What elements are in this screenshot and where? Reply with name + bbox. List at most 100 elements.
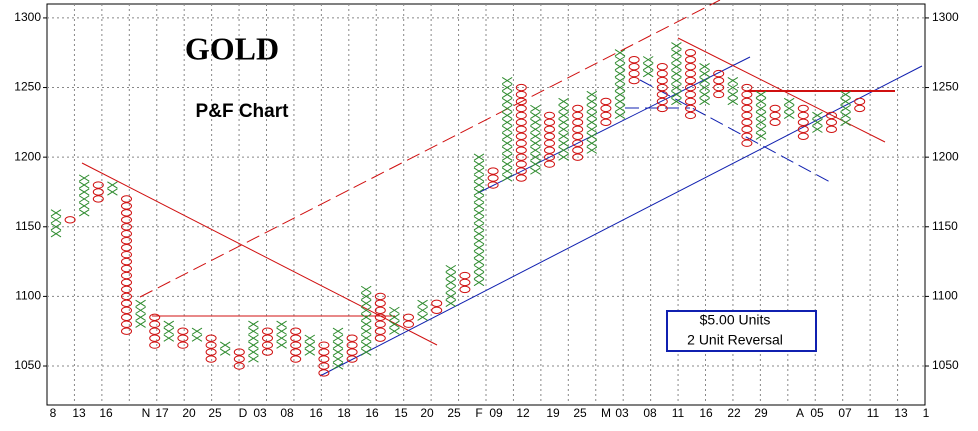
x-box: [360, 292, 372, 300]
o-box: [797, 125, 809, 133]
o-box: [515, 125, 527, 133]
x-box: [473, 160, 485, 168]
x-box: [558, 139, 569, 147]
o-box: [713, 83, 725, 92]
x-box: [755, 111, 767, 119]
x-box: [558, 97, 569, 106]
x-box: [473, 271, 485, 280]
x-box: [727, 76, 739, 85]
x-box: [642, 56, 654, 64]
o-box: [92, 195, 104, 203]
x-box: [586, 132, 598, 140]
x-box: [332, 327, 344, 335]
o-box: [64, 216, 76, 224]
o-box: [121, 278, 132, 287]
x-box: [417, 299, 428, 307]
o-box: [374, 320, 386, 328]
x-box: [135, 313, 146, 321]
o-box: [572, 139, 584, 147]
o-box: [290, 355, 302, 363]
x-column: [671, 42, 682, 106]
y-tick-label: 1100: [932, 289, 958, 303]
x-box: [840, 118, 851, 126]
o-box: [515, 174, 527, 182]
x-box: [530, 153, 541, 161]
x-box: [783, 111, 795, 119]
x-box: [417, 306, 428, 314]
o-box: [262, 327, 273, 335]
x-box: [78, 174, 90, 182]
x-column: [107, 181, 118, 196]
x-box: [812, 118, 823, 126]
x-tick-label: 11: [672, 406, 685, 420]
x-box: [783, 97, 795, 106]
x-column: [332, 327, 344, 370]
x-box: [586, 97, 598, 106]
x-box: [501, 76, 513, 85]
o-box: [290, 341, 302, 349]
o-box: [826, 111, 837, 120]
o-box: [656, 69, 668, 78]
o-box: [826, 118, 837, 127]
o-box: [685, 83, 696, 92]
o-box: [205, 355, 217, 363]
x-tick-label: 09: [489, 406, 503, 420]
x-box: [727, 90, 739, 99]
o-box: [374, 313, 386, 321]
x-box: [276, 334, 287, 342]
o-box: [685, 62, 696, 71]
x-box: [473, 251, 485, 259]
x-box: [135, 299, 146, 307]
x-box: [558, 153, 569, 161]
x-box: [501, 97, 513, 106]
x-column: [276, 320, 287, 349]
o-box: [741, 139, 753, 147]
x-box: [530, 125, 541, 133]
x-tick-label: 15: [394, 406, 408, 420]
x-box: [671, 97, 682, 106]
x-column: [473, 153, 485, 287]
x-box: [530, 132, 541, 140]
x-box: [530, 146, 541, 154]
o-box: [656, 83, 668, 92]
o-column: [290, 327, 302, 363]
o-box: [149, 341, 161, 349]
o-box: [713, 76, 725, 85]
o-box: [572, 125, 584, 133]
x-box: [219, 341, 231, 349]
x-box: [501, 132, 513, 140]
x-box: [248, 334, 259, 342]
x-tick-label: 18: [337, 406, 351, 420]
o-box: [544, 125, 555, 133]
o-box: [515, 132, 527, 140]
o-column: [177, 327, 189, 349]
grid: [47, 4, 925, 405]
x-box: [276, 327, 287, 335]
o-box: [459, 271, 471, 280]
x-box: [501, 111, 513, 119]
x-column: [530, 104, 541, 175]
o-box: [346, 348, 358, 356]
y-tick-label: 1300: [14, 10, 41, 24]
x-box: [332, 348, 344, 356]
o-box: [121, 285, 132, 294]
x-box: [840, 111, 851, 119]
x-box: [586, 139, 598, 147]
x-box: [671, 56, 682, 64]
o-box: [177, 327, 189, 335]
y-tick-label: 1050: [14, 358, 41, 372]
x-box: [360, 299, 372, 307]
o-box: [600, 97, 612, 106]
o-box: [515, 111, 527, 120]
o-box: [149, 334, 161, 342]
o-box: [515, 118, 527, 127]
x-box: [614, 104, 626, 113]
x-column: [78, 174, 90, 217]
x-box: [389, 327, 400, 335]
x-box: [558, 118, 569, 126]
o-box: [515, 167, 527, 175]
x-box: [586, 104, 598, 113]
o-box: [121, 195, 132, 203]
o-box: [177, 334, 189, 342]
